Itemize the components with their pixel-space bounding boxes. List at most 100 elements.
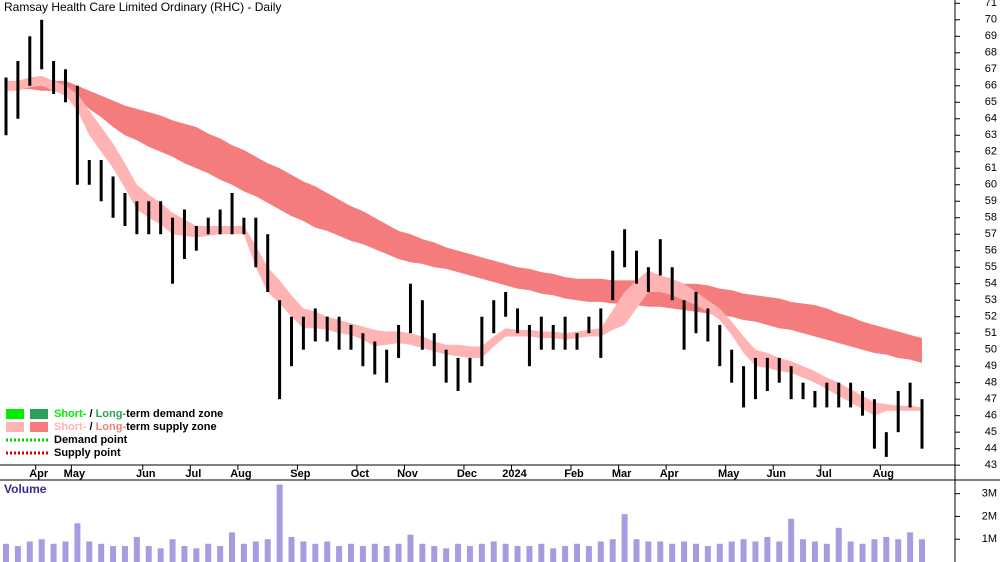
y-tick-label: 48: [985, 377, 997, 389]
price-bar: [206, 217, 210, 235]
price-bar: [706, 308, 710, 342]
volume-bar: [716, 543, 723, 562]
y-tick-label: 59: [985, 195, 997, 207]
legend-part: term demand zone: [126, 408, 223, 420]
price-bar: [266, 234, 270, 292]
x-tick-label: May: [718, 468, 740, 480]
y-tick-label: 57: [985, 228, 997, 240]
y-tick-label: 54: [985, 278, 997, 290]
volume-bar: [431, 546, 438, 562]
volume-bar: [764, 536, 771, 562]
price-bar: [527, 324, 531, 367]
price-bar: [99, 160, 103, 202]
legend-swatch: [6, 409, 24, 419]
price-bar: [718, 324, 722, 367]
volume-bar: [692, 543, 699, 562]
price-bar: [587, 316, 591, 334]
volume-bar: [550, 548, 557, 562]
price-bar: [920, 399, 924, 449]
price-bar: [670, 267, 674, 301]
price-bar: [408, 283, 412, 334]
x-tick-label: Jun: [136, 468, 156, 480]
volume-label: Volume: [4, 482, 47, 496]
price-bar: [242, 217, 246, 235]
volume-bar: [657, 541, 664, 562]
volume-bar: [264, 539, 271, 562]
price-bar: [813, 390, 817, 408]
price-bar: [884, 432, 888, 457]
volume-bar: [823, 543, 830, 562]
price-bar: [896, 390, 900, 433]
price-bar: [87, 160, 91, 185]
price-bar: [325, 316, 329, 342]
legend-swatch: [6, 422, 24, 432]
price-bar: [551, 324, 555, 350]
volume-bar: [788, 518, 795, 562]
legend-part: Short-: [54, 408, 87, 420]
volume-bar: [907, 532, 914, 562]
price-bar: [504, 291, 508, 317]
volume-bar: [14, 546, 21, 562]
x-tick-label: Sep: [290, 468, 310, 480]
price-bar: [432, 333, 436, 367]
volume-bar: [455, 543, 462, 562]
price-bar: [456, 357, 460, 391]
volume-bar: [562, 546, 569, 562]
y-tick-label: 53: [985, 294, 997, 306]
volume-bar: [359, 546, 366, 562]
x-tick-label: Jul: [816, 468, 832, 480]
price-bar: [361, 333, 365, 367]
x-tick-label: Apr: [660, 468, 680, 480]
volume-bar: [276, 484, 283, 562]
price-bar: [278, 300, 282, 400]
volume-bar: [526, 546, 533, 562]
axes: 43 44 45 46 47 48 49 50 51 52 53 54 55 56 57 58 59 60 61 62…: [29, 0, 997, 545]
legend-swatch: [30, 422, 48, 432]
x-tick-label: Jul: [185, 468, 201, 480]
volume-tick-label: 3M: [982, 488, 997, 500]
volume-bar: [86, 541, 93, 562]
volume-bar: [157, 548, 164, 562]
price-bar: [730, 349, 734, 383]
volume-bar: [490, 541, 497, 562]
y-tick-label: 56: [985, 245, 997, 257]
price-bar: [480, 316, 484, 367]
volume-bar: [514, 546, 521, 562]
legend-part: /: [86, 421, 95, 433]
price-bar: [801, 382, 805, 400]
price-bar: [218, 209, 222, 235]
x-tick-label: 2024: [502, 468, 527, 480]
price-bar: [908, 382, 912, 408]
price-bar: [765, 357, 769, 391]
legend-part: Long-: [96, 421, 127, 433]
y-tick-label: 49: [985, 360, 997, 372]
price-bar: [194, 225, 198, 251]
y-tick-label: 43: [985, 459, 997, 471]
volume-bars: [3, 484, 925, 562]
price-bar: [516, 308, 520, 334]
price-bar: [385, 349, 389, 383]
price-bar: [623, 229, 627, 268]
volume-bar: [859, 543, 866, 562]
price-bar: [539, 316, 543, 350]
volume-bar: [217, 546, 224, 562]
volume-bar: [347, 543, 354, 562]
x-tick-label: Jun: [766, 468, 786, 480]
legend-label: Supply point: [54, 447, 121, 459]
volume-bar: [740, 539, 747, 562]
volume-bar: [919, 539, 925, 562]
volume-bar: [50, 543, 57, 562]
price-bar: [753, 357, 757, 400]
price-bar: [611, 250, 615, 301]
volume-bar: [847, 541, 854, 562]
volume-bar: [800, 539, 807, 562]
price-bar: [646, 267, 650, 292]
volume-bar: [383, 546, 390, 562]
volume-bar: [3, 543, 9, 562]
y-tick-label: 58: [985, 212, 997, 224]
price-bar: [313, 308, 317, 342]
legend-part: Long-: [96, 408, 127, 420]
price-bar: [52, 61, 56, 95]
volume-bar: [26, 541, 33, 562]
volume-bar: [395, 543, 402, 562]
